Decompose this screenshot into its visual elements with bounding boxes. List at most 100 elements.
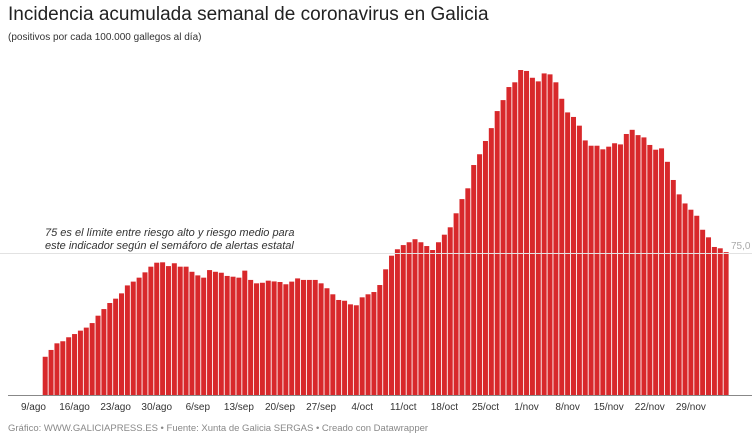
bar-21/oct (459, 199, 465, 395)
bar-21/ago (101, 309, 107, 395)
bar-25/ago (124, 285, 130, 395)
bar-11/ago (42, 356, 48, 395)
bar-26/nov (670, 179, 676, 395)
bar-12/nov (588, 145, 594, 395)
bar-14/sep (242, 270, 248, 395)
bar-22/oct (465, 188, 471, 395)
bar-20/sep (277, 282, 283, 395)
bar-31/oct (518, 70, 524, 395)
x-tick-label: 30/ago (141, 402, 172, 413)
bar-9/nov (571, 116, 576, 395)
bar-9/sep (212, 271, 218, 395)
bar-12/oct (406, 242, 412, 395)
x-tick-label: 8/nov (555, 402, 579, 413)
bar-16/oct (430, 250, 436, 395)
bar-17/sep (259, 282, 265, 395)
bar-9/oct (389, 255, 395, 395)
bar-11/sep (224, 275, 230, 395)
bar-14/oct (418, 242, 424, 395)
bar-2/sep (171, 263, 177, 395)
bar-5/nov (547, 74, 553, 396)
bar-26/sep (312, 279, 318, 395)
chart-footer: Gráfico: WWW.GALICIAPRESS.ES • Fuente: X… (8, 423, 429, 434)
bar-27/oct (494, 111, 500, 395)
x-tick-label: 25/oct (472, 402, 499, 413)
bar-10/nov (576, 125, 582, 395)
bar-3/dic (711, 246, 717, 395)
bar-18/ago (83, 327, 89, 395)
bar-15/nov (606, 146, 612, 395)
bar-14/ago (60, 341, 66, 395)
bar-1/sep (165, 266, 171, 395)
bar-18/oct (441, 234, 447, 395)
x-tick-label: 20/sep (265, 402, 295, 413)
bar-24/sep (300, 279, 306, 395)
bar-19/sep (271, 281, 277, 395)
bar-6/sep (195, 275, 201, 395)
bar-8/sep (207, 270, 213, 395)
bar-23/oct (471, 165, 477, 395)
bar-26/ago (130, 281, 136, 395)
bar-15/sep (248, 279, 254, 395)
x-tick-label: 16/ago (59, 402, 90, 413)
bar-4/dic (717, 248, 723, 395)
bar-25/sep (306, 279, 312, 395)
x-tick-label: 18/oct (431, 402, 458, 413)
bar-2/nov (529, 77, 535, 396)
bar-24/nov (659, 148, 665, 395)
bar-30/nov (694, 215, 700, 395)
bar-26/oct (488, 128, 494, 395)
bar-27/nov (676, 194, 682, 395)
bar-17/ago (77, 330, 83, 395)
x-tick-label: 6/sep (186, 402, 211, 413)
bar-13/ago (54, 343, 60, 395)
bar-27/sep (318, 283, 324, 395)
bar-20/oct (453, 213, 459, 395)
bar-3/nov (535, 81, 541, 396)
x-tick-label: 29/nov (676, 402, 706, 413)
bar-24/ago (119, 293, 125, 395)
bar-29/sep (330, 294, 336, 395)
chart-title: Incidencia acumulada semanal de coronavi… (8, 4, 489, 25)
bar-21/sep (283, 284, 289, 395)
bar-28/sep (324, 288, 330, 395)
bar-11/oct (400, 245, 406, 395)
bar-28/nov (682, 203, 688, 395)
bar-25/oct (482, 140, 488, 395)
bar-28/ago (142, 272, 148, 395)
bar-23/nov (653, 149, 659, 395)
bar-16/sep (254, 283, 260, 395)
bar-16/ago (72, 334, 78, 395)
bar-20/ago (95, 315, 101, 395)
bar-7/sep (201, 277, 207, 395)
x-tick-label: 4/oct (351, 402, 373, 413)
bar-29/oct (506, 87, 512, 396)
bar-16/nov (612, 143, 618, 395)
bar-1/nov (524, 70, 530, 396)
bar-4/oct (359, 297, 365, 395)
bar-17/nov (617, 144, 623, 395)
x-tick-label: 15/nov (594, 402, 624, 413)
bar-8/oct (383, 269, 389, 395)
x-tick-label: 11/oct (390, 402, 417, 413)
bar-22/ago (107, 303, 113, 395)
bar-13/oct (412, 239, 418, 395)
bar-25/nov (664, 161, 670, 395)
bar-19/ago (89, 323, 95, 395)
bar-14/nov (600, 149, 606, 395)
x-tick-label: 9/ago (21, 402, 46, 413)
annotation-line-2: este indicador según el semáforo de aler… (45, 240, 294, 252)
bar-29/ago (148, 266, 154, 395)
bar-18/nov (623, 133, 629, 396)
bar-7/oct (377, 285, 383, 395)
x-tick-label: 22/nov (635, 402, 665, 413)
x-tick-label: 27/sep (306, 402, 336, 413)
bar-6/oct (371, 292, 377, 395)
bar-19/oct (447, 227, 453, 395)
bar-11/nov (582, 140, 588, 395)
bar-5/dic (723, 252, 729, 395)
bar-23/ago (113, 298, 119, 395)
bar-15/ago (66, 337, 72, 395)
bar-12/sep (230, 276, 236, 395)
